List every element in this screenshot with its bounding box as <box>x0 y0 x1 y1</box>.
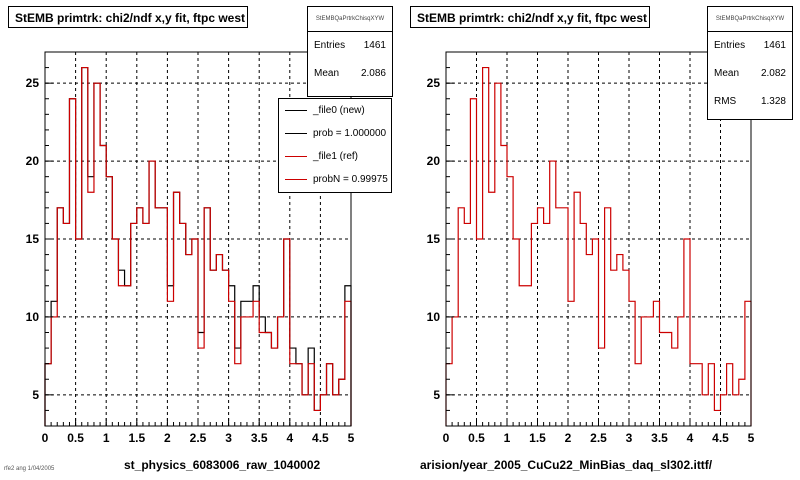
left-xtick-label: 0 <box>42 431 49 445</box>
right-series-0 <box>445 66 752 426</box>
right-rms-label: RMS <box>714 96 737 107</box>
left-stats-box: StEMBQaPrtrkChisqXYW Entries 1461 Mean 2.0… <box>307 6 393 97</box>
right-xtick-label: 3 <box>626 431 633 445</box>
right-xtick-label: 0 <box>443 431 450 445</box>
right-ytick-label: 5 <box>433 388 440 402</box>
legend-item-prob: prob = 1.000000 <box>279 122 391 145</box>
left-legend: _file0 (new) prob = 1.000000 _file1 (ref… <box>278 98 392 193</box>
legend-item-probn: probN = 0.99975 <box>279 168 391 191</box>
left-series-1 <box>44 66 352 426</box>
left-xtick-label: 2.5 <box>190 431 207 445</box>
left-chart-title: StEMB primtrk: chi2/ndf x,y fit, ftpc we… <box>8 6 248 28</box>
right-xtick-label: 1 <box>504 431 511 445</box>
right-xtick-label: 0.5 <box>468 431 485 445</box>
left-entries-label: Entries <box>314 40 346 51</box>
right-entries-label: Entries <box>714 40 746 51</box>
right-xtick-label: 5 <box>748 431 755 445</box>
left-ytick-label: 25 <box>26 76 40 90</box>
right-mean-value: 2.082 <box>760 68 786 79</box>
left-entries-value: 1461 <box>363 40 386 51</box>
left-footer-label: st_physics_6083006_raw_1040002 <box>124 458 321 472</box>
right-rms-value: 1.328 <box>760 96 786 107</box>
left-ytick-label: 10 <box>26 310 40 324</box>
right-xtick-label: 1.5 <box>529 431 546 445</box>
left-xtick-label: 4.5 <box>312 431 329 445</box>
legend-item-file0: _file0 (new) <box>279 99 391 122</box>
right-xtick-label: 2.5 <box>590 431 607 445</box>
right-ytick-label: 10 <box>427 310 441 324</box>
left-xtick-label: 5 <box>348 431 355 445</box>
legend-item-file1: _file1 (ref) <box>279 145 391 168</box>
right-xtick-label: 4 <box>687 431 694 445</box>
right-ytick-label: 15 <box>427 232 441 246</box>
left-xtick-label: 0.5 <box>67 431 84 445</box>
right-footer-label: arision/year_2005_CuCu22_MinBias_daq_sl3… <box>420 458 713 472</box>
left-xtick-label: 4 <box>286 431 293 445</box>
left-ytick-label: 15 <box>26 232 40 246</box>
right-chart-title: StEMB primtrk: chi2/ndf x,y fit, ftpc we… <box>410 6 650 28</box>
right-stats-name: StEMBQaPrtrkChisqXYW <box>708 7 792 32</box>
left-xtick-label: 1.5 <box>128 431 145 445</box>
left-xtick-label: 3 <box>225 431 232 445</box>
right-xtick-label: 3.5 <box>651 431 668 445</box>
right-xtick-label: 2 <box>565 431 572 445</box>
left-mean-label: Mean <box>314 68 340 79</box>
right-ytick-label: 20 <box>427 154 441 168</box>
left-xtick-label: 2 <box>164 431 171 445</box>
left-xtick-label: 3.5 <box>251 431 268 445</box>
right-stats-box: StEMBQaPrtrkChisqXYW Entries 1461 Mean 2.0… <box>707 6 793 120</box>
left-stats-name: StEMBQaPrtrkChisqXYW <box>308 7 392 32</box>
left-xtick-label: 1 <box>103 431 110 445</box>
right-entries-value: 1461 <box>763 40 786 51</box>
left-mean-value: 2.086 <box>360 68 386 79</box>
corner-timestamp: rfe2 ang 1/04/2005 <box>4 466 55 472</box>
left-ytick-label: 5 <box>32 388 39 402</box>
right-ytick-label: 25 <box>427 76 441 90</box>
right-xtick-label: 4.5 <box>712 431 729 445</box>
left-ytick-label: 20 <box>26 154 40 168</box>
right-mean-label: Mean <box>714 68 740 79</box>
